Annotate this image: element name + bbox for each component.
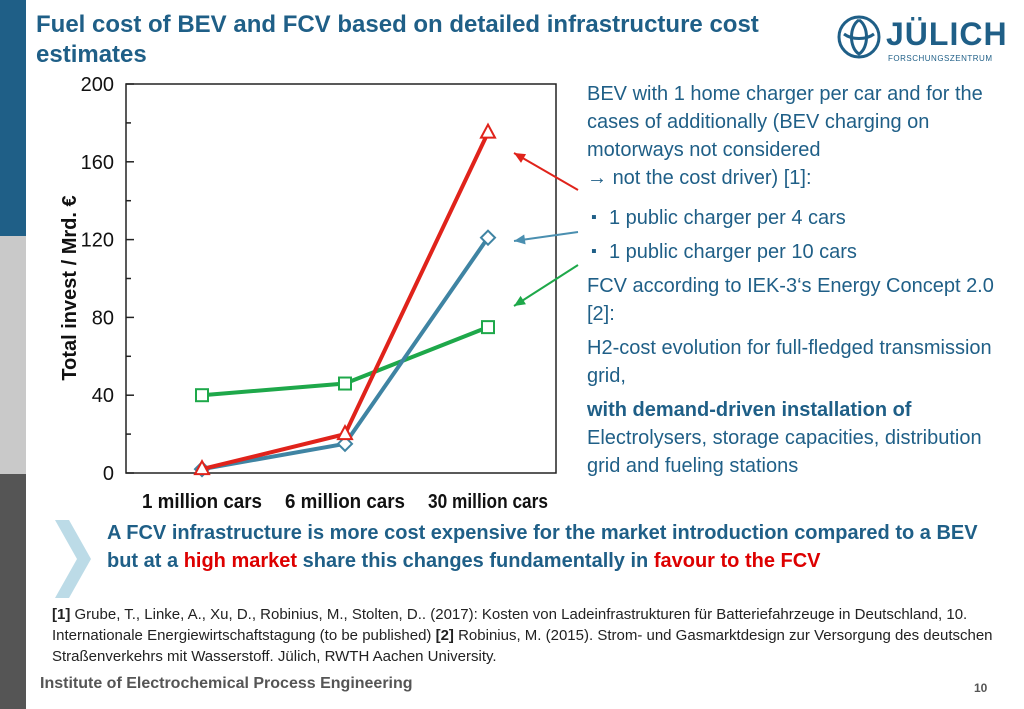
y-tick-label: 80 bbox=[92, 307, 114, 329]
data-point-triangle bbox=[193, 459, 211, 476]
logo-word: JÜLICH bbox=[886, 16, 1008, 52]
side-bar-middle bbox=[0, 236, 26, 474]
conclusion-part3: favour to the FCV bbox=[653, 550, 821, 572]
demand-bold: with demand-driven installation of bbox=[587, 399, 912, 421]
data-point-square bbox=[481, 320, 495, 335]
conclusion-highlight: high market bbox=[183, 550, 298, 572]
annotation-arrow-line bbox=[513, 152, 579, 191]
data-point-square bbox=[195, 388, 209, 403]
right-text-panel: BEV with 1 home charger per car and for … bbox=[587, 80, 1007, 480]
ref1-text: Grube, T., Linke, A., Xu, D., Robinius, … bbox=[52, 606, 968, 644]
ref2-tag: [2] bbox=[435, 627, 454, 644]
chevron-icon bbox=[55, 520, 91, 598]
x-tick-label: 30 million cars bbox=[428, 491, 548, 513]
ref2-text: Robinius, M. (2015). Strom- und Gasmarkt… bbox=[52, 627, 993, 665]
side-bar-bottom bbox=[0, 474, 26, 709]
bullet-10-cars-text: 1 public charger per 10 cars bbox=[609, 241, 857, 263]
bullet-10-cars: 1 public charger per 10 cars bbox=[587, 238, 1007, 266]
data-point-square bbox=[338, 376, 352, 391]
ref1-tag: [1] bbox=[52, 606, 71, 623]
data-point-diamond bbox=[336, 435, 354, 453]
bullet-4-cars-text: 1 public charger per 4 cars bbox=[609, 207, 846, 229]
references: [1] Grube, T., Linke, A., Xu, D., Robini… bbox=[52, 604, 1012, 667]
data-point-triangle bbox=[479, 122, 497, 139]
bullet-4-cars: 1 public charger per 4 cars bbox=[587, 204, 1007, 232]
annotation-arrow-line bbox=[513, 264, 579, 307]
bev-intro-text: BEV with 1 home charger per car and for … bbox=[587, 83, 983, 161]
conclusion-part2: share this changes fundamentally in bbox=[302, 550, 649, 572]
arrow-right-icon: → bbox=[587, 167, 607, 189]
annotation-arrow-head bbox=[514, 153, 527, 163]
y-tick-label: 120 bbox=[81, 230, 114, 252]
h2-text: H2-cost evolution for full-fledged trans… bbox=[587, 337, 992, 387]
x-tick-label: 6 million cars bbox=[285, 491, 405, 513]
data-point-triangle bbox=[336, 423, 354, 441]
page-number: 10 bbox=[974, 681, 988, 695]
plot-frame bbox=[125, 83, 557, 474]
bev-intro: BEV with 1 home charger per car and for … bbox=[587, 80, 1007, 192]
data-point-diamond bbox=[479, 229, 497, 247]
annotation-arrow-head bbox=[514, 234, 526, 245]
logo-subtitle: FORSCHUNGSZENTRUM bbox=[888, 54, 993, 63]
x-tick-label: 1 million cars bbox=[142, 491, 262, 513]
demand-text: with demand-driven installation of Electr… bbox=[587, 396, 1007, 480]
demand-rest: Electrolysers, storage capacities, distr… bbox=[587, 427, 982, 477]
y-tick-label: 200 bbox=[81, 74, 114, 96]
footer-institute: Institute of Electrochemical Process Eng… bbox=[40, 675, 413, 692]
y-tick-label: 160 bbox=[81, 152, 114, 174]
bev-intro-cont: not the cost driver) [1]: bbox=[612, 167, 812, 189]
y-axis-label: Total invest / Mrd. € bbox=[59, 195, 81, 380]
fcv-text: FCV according to IEK-3‘s Energy Concept … bbox=[587, 275, 994, 325]
annotation-arrow-head bbox=[514, 295, 526, 306]
julich-logo: JÜLICH FORSCHUNGSZENTRUM bbox=[836, 14, 1007, 66]
y-tick-label: 40 bbox=[92, 385, 114, 407]
julich-swirl-icon bbox=[837, 15, 881, 59]
conclusion-text: A FCV infrastructure is more cost expens… bbox=[107, 519, 987, 575]
side-bar-top bbox=[0, 0, 26, 236]
conclusion-part1: A FCV infrastructure is more cost expens… bbox=[107, 522, 978, 572]
slide-title: Fuel cost of BEV and FCV based on detail… bbox=[36, 11, 759, 68]
y-tick-label: 0 bbox=[103, 463, 114, 485]
